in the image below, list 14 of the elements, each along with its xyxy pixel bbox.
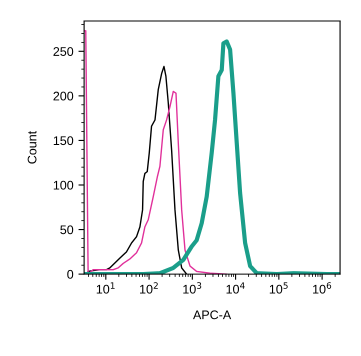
- y-tick-label: 0: [67, 270, 74, 279]
- y-tick-label: 150: [54, 136, 74, 146]
- x-axis-title: APC-A: [193, 310, 232, 320]
- x-tick-label: 10$^{1}$: [96, 282, 115, 294]
- x-tick-label: 10$^{4}$: [226, 282, 245, 294]
- x-tick-label: 10$^{6}$: [313, 282, 332, 294]
- y-tick-label: 250: [53, 47, 74, 56]
- x-tick-label: 10$^{3}$: [183, 282, 202, 294]
- y-axis-title: Count: [28, 130, 36, 164]
- y-tick-label: 50: [60, 225, 74, 234]
- x-tick-label: 10$^{5}$: [270, 282, 288, 294]
- x-tick-label: 10$^{2}$: [140, 282, 158, 294]
- y-tick-label: 200: [53, 92, 74, 101]
- y-tick-label: 100: [54, 180, 74, 190]
